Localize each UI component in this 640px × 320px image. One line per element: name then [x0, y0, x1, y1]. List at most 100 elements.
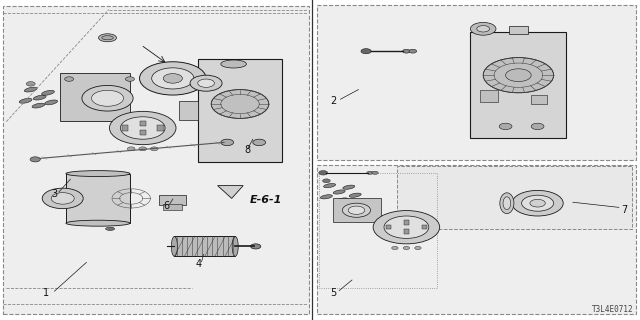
Circle shape	[373, 211, 440, 244]
Ellipse shape	[333, 190, 345, 194]
Text: 1: 1	[43, 288, 49, 298]
Ellipse shape	[19, 98, 32, 103]
Ellipse shape	[102, 36, 113, 40]
Text: 8: 8	[244, 145, 251, 156]
Circle shape	[152, 68, 194, 89]
Text: 7: 7	[621, 204, 627, 215]
Circle shape	[361, 49, 371, 54]
Circle shape	[522, 195, 554, 211]
Bar	[404, 229, 409, 234]
Text: T3L4E0712: T3L4E0712	[592, 305, 634, 314]
Bar	[3, 6, 309, 314]
Bar	[470, 32, 566, 138]
Bar	[174, 236, 236, 256]
Ellipse shape	[99, 34, 116, 42]
Circle shape	[506, 69, 531, 82]
Ellipse shape	[503, 197, 511, 210]
Bar	[386, 225, 391, 229]
Circle shape	[127, 147, 135, 151]
Bar	[317, 5, 636, 160]
Circle shape	[415, 246, 421, 250]
Ellipse shape	[337, 198, 348, 202]
Bar	[122, 125, 128, 131]
Circle shape	[163, 74, 182, 83]
Circle shape	[384, 216, 429, 238]
Circle shape	[403, 49, 410, 53]
Ellipse shape	[66, 220, 130, 226]
Circle shape	[530, 199, 545, 207]
Ellipse shape	[45, 100, 58, 105]
Circle shape	[198, 79, 214, 87]
Circle shape	[51, 193, 74, 204]
Text: E-6-1: E-6-1	[250, 195, 282, 205]
Bar	[140, 121, 146, 126]
Circle shape	[477, 26, 490, 32]
Circle shape	[470, 22, 496, 35]
Bar	[319, 173, 437, 288]
Bar	[60, 73, 130, 121]
Circle shape	[82, 85, 133, 111]
Text: 4: 4	[195, 259, 202, 269]
Bar	[179, 101, 198, 120]
Circle shape	[319, 171, 328, 175]
Circle shape	[372, 171, 378, 174]
Circle shape	[42, 188, 83, 209]
Bar	[480, 90, 498, 102]
Ellipse shape	[321, 195, 332, 199]
Ellipse shape	[106, 227, 115, 230]
Circle shape	[250, 244, 261, 249]
Circle shape	[26, 82, 35, 86]
Bar	[404, 220, 409, 225]
Circle shape	[512, 190, 563, 216]
Bar	[397, 166, 632, 229]
Text: 3: 3	[51, 188, 58, 199]
Circle shape	[253, 139, 266, 146]
Bar	[66, 173, 130, 223]
Circle shape	[221, 139, 234, 146]
Ellipse shape	[232, 236, 238, 256]
Text: 5: 5	[330, 288, 337, 298]
Text: 6: 6	[163, 201, 170, 212]
Circle shape	[211, 90, 269, 118]
Ellipse shape	[66, 171, 130, 177]
Circle shape	[30, 157, 40, 162]
Circle shape	[323, 179, 330, 183]
Bar	[422, 225, 427, 229]
Circle shape	[139, 147, 147, 151]
Circle shape	[348, 206, 365, 214]
Ellipse shape	[32, 103, 45, 108]
Ellipse shape	[172, 236, 177, 256]
Circle shape	[65, 77, 74, 81]
Ellipse shape	[24, 87, 37, 92]
Ellipse shape	[349, 193, 361, 197]
Circle shape	[367, 171, 373, 174]
Circle shape	[125, 77, 134, 81]
Bar	[159, 195, 186, 205]
Circle shape	[109, 111, 176, 145]
Bar	[333, 198, 381, 222]
Bar	[163, 204, 182, 210]
Bar	[531, 95, 547, 104]
Circle shape	[483, 58, 554, 93]
Circle shape	[499, 123, 512, 130]
Circle shape	[92, 90, 124, 106]
Circle shape	[392, 246, 398, 250]
Ellipse shape	[343, 185, 355, 189]
Bar	[317, 165, 636, 314]
Ellipse shape	[33, 95, 46, 100]
Circle shape	[409, 49, 417, 53]
Bar	[140, 130, 146, 135]
Text: 2: 2	[330, 96, 337, 106]
Circle shape	[120, 117, 165, 139]
Circle shape	[140, 62, 206, 95]
Polygon shape	[218, 186, 243, 198]
Circle shape	[150, 147, 158, 151]
Ellipse shape	[42, 90, 54, 95]
Ellipse shape	[324, 183, 335, 188]
Ellipse shape	[221, 60, 246, 68]
Ellipse shape	[500, 193, 514, 214]
Bar	[509, 26, 528, 34]
Circle shape	[342, 203, 371, 217]
Bar	[157, 125, 164, 131]
Circle shape	[190, 75, 222, 91]
